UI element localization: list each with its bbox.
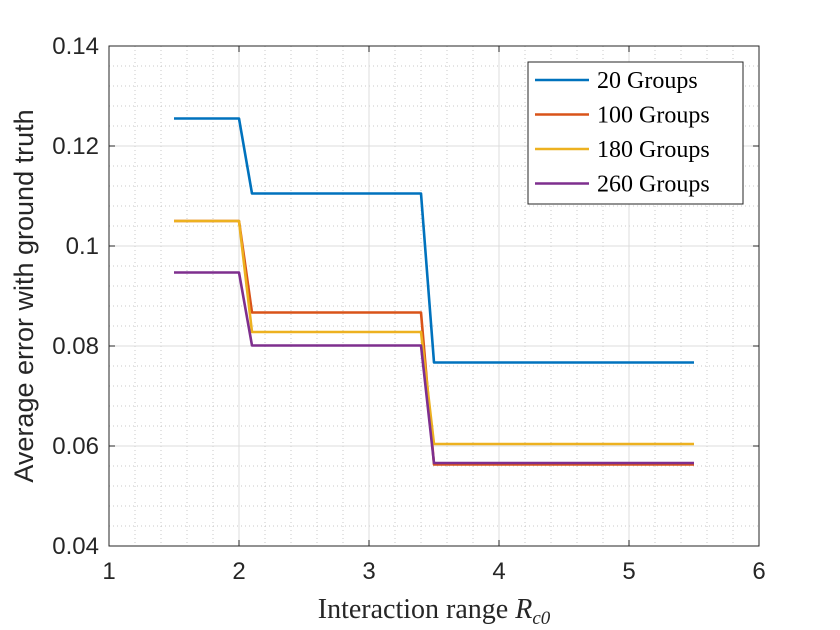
series-line-4 xyxy=(174,271,694,465)
legend-box xyxy=(527,61,744,205)
y-tick-label: 0.14 xyxy=(52,33,99,60)
series-line-3 xyxy=(174,219,694,446)
series-line-1 xyxy=(174,117,694,364)
x-tick-label: 2 xyxy=(232,558,245,585)
legend: 20 Groups 100 Groups 180 Groups 260 Groups xyxy=(527,61,744,205)
y-axis-label: Average error with ground truth xyxy=(9,109,39,482)
y-tick-label: 0.1 xyxy=(66,233,99,260)
y-tick-labels: 0.04 0.06 0.08 0.1 0.12 0.14 xyxy=(52,33,99,560)
x-tick-label: 5 xyxy=(622,558,635,585)
legend-label-1: 20 Groups xyxy=(597,68,698,94)
legend-label-4: 260 Groups xyxy=(597,172,710,198)
legend-label-2: 100 Groups xyxy=(597,103,710,129)
y-tick-label: 0.12 xyxy=(52,133,99,160)
x-axis-label: Interaction range Rc0 xyxy=(318,594,551,629)
x-tick-labels: 1 2 3 4 5 6 xyxy=(102,558,765,585)
series-layer xyxy=(174,117,694,466)
y-tick-label: 0.04 xyxy=(52,533,99,560)
x-tick-label: 3 xyxy=(362,558,375,585)
x-axis-label-text: Interaction range xyxy=(318,594,515,625)
legend-label-3: 180 Groups xyxy=(597,137,710,163)
axis-ticks xyxy=(108,45,760,547)
y-tick-label: 0.08 xyxy=(52,333,99,360)
plot-frame xyxy=(108,45,760,547)
x-tick-label: 4 xyxy=(492,558,505,585)
y-tick-label: 0.06 xyxy=(52,433,99,460)
x-tick-label: 1 xyxy=(102,558,115,585)
x-axis-label-subscript: c0 xyxy=(532,608,550,629)
x-tick-label: 6 xyxy=(752,558,765,585)
x-axis-label-symbol: R xyxy=(514,594,532,625)
